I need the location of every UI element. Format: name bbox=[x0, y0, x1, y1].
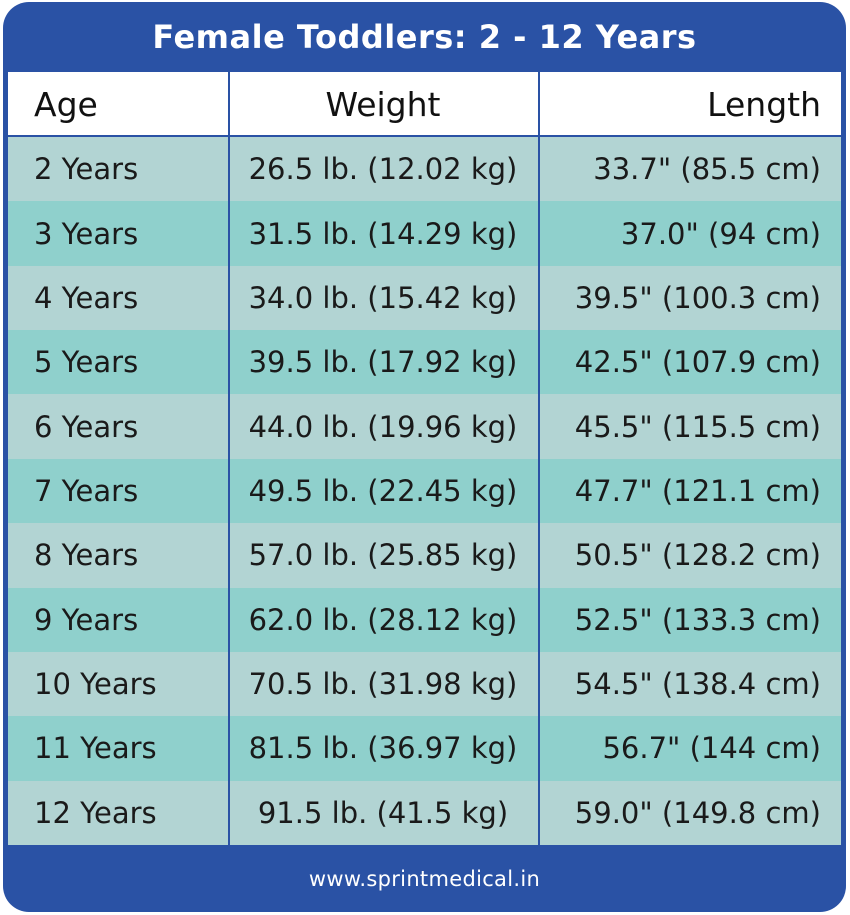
table-row: 11 Years 81.5 lb. (36.97 kg) 56.7" (144 cm… bbox=[8, 716, 841, 781]
cell-age: 12 Years bbox=[34, 795, 157, 830]
header-age: Age bbox=[34, 84, 98, 124]
cell-length: 37.0" (94 cm) bbox=[620, 216, 821, 251]
footer-url: www.sprintmedical.in bbox=[308, 866, 541, 891]
header-length: Length bbox=[707, 84, 821, 124]
cell-weight: 31.5 lb. (14.29 kg) bbox=[248, 216, 518, 251]
cell-age: 5 Years bbox=[34, 345, 139, 380]
cell-length: 33.7" (85.5 cm) bbox=[593, 152, 821, 187]
cell-weight: 57.0 lb. (25.85 kg) bbox=[248, 538, 518, 573]
cell-age: 8 Years bbox=[34, 538, 139, 573]
cell-age: 2 Years bbox=[34, 152, 139, 187]
cell-length: 52.5" (133.3 cm) bbox=[574, 602, 821, 637]
cell-weight: 26.5 lb. (12.02 kg) bbox=[248, 152, 518, 187]
cell-age: 6 Years bbox=[34, 409, 139, 444]
cell-weight: 39.5 lb. (17.92 kg) bbox=[248, 345, 518, 380]
cell-weight: 34.0 lb. (15.42 kg) bbox=[248, 280, 518, 315]
table-row: 2 Years 26.5 lb. (12.02 kg) 33.7" (85.5 cm… bbox=[8, 137, 841, 202]
cell-age: 9 Years bbox=[34, 602, 139, 637]
growth-table: Age Weight Length 2 Years 26.5 lb. (12.02… bbox=[8, 72, 841, 845]
cell-weight: 44.0 lb. (19.96 kg) bbox=[248, 409, 518, 444]
cell-weight: 70.5 lb. (31.98 kg) bbox=[248, 667, 518, 702]
table-row: 7 Years 49.5 lb. (22.45 kg) 47.7" (121.1 c… bbox=[8, 458, 841, 524]
table-row: 8 Years 57.0 lb. (25.85 kg) 50.5" (128.2 c… bbox=[8, 523, 841, 588]
cell-length: 54.5" (138.4 cm) bbox=[574, 667, 821, 702]
cell-age: 10 Years bbox=[34, 667, 157, 702]
table-row: 3 Years 31.5 lb. (14.29 kg) 37.0" (94 cm) bbox=[8, 201, 841, 266]
cell-age: 11 Years bbox=[34, 731, 157, 766]
table-row: 12 Years 91.5 lb. (41.5 kg) 59.0" (149.8 c… bbox=[8, 780, 841, 845]
cell-length: 42.5" (107.9 cm) bbox=[574, 345, 821, 380]
cell-length: 45.5" (115.5 cm) bbox=[574, 409, 821, 444]
cell-length: 59.0" (149.8 cm) bbox=[574, 795, 821, 830]
table-row: 10 Years 70.5 lb. (31.98 kg) 54.5" (138.4 … bbox=[8, 651, 841, 717]
column-divider bbox=[538, 72, 540, 845]
header-divider bbox=[8, 135, 841, 137]
table-title: Female Toddlers: 2 - 12 Years bbox=[152, 18, 697, 56]
cell-age: 4 Years bbox=[34, 280, 139, 315]
cell-length: 56.7" (144 cm) bbox=[602, 731, 821, 766]
table-row: 4 Years 34.0 lb. (15.42 kg) 39.5" (100.3 c… bbox=[8, 265, 841, 331]
cell-length: 39.5" (100.3 cm) bbox=[574, 280, 821, 315]
cell-weight: 49.5 lb. (22.45 kg) bbox=[248, 473, 518, 508]
cell-age: 3 Years bbox=[34, 216, 139, 251]
cell-weight: 62.0 lb. (28.12 kg) bbox=[248, 602, 518, 637]
chart-card: Female Toddlers: 2 - 12 Years Age Weight… bbox=[3, 2, 846, 912]
column-divider bbox=[228, 72, 230, 845]
table-row: 5 Years 39.5 lb. (17.92 kg) 42.5" (107.9 c… bbox=[8, 330, 841, 395]
cell-weight: 81.5 lb. (36.97 kg) bbox=[248, 731, 518, 766]
table-header-row: Age Weight Length bbox=[8, 72, 841, 136]
header-weight: Weight bbox=[325, 84, 441, 124]
table-row: 6 Years 44.0 lb. (19.96 kg) 45.5" (115.5 c… bbox=[8, 394, 841, 459]
cell-weight: 91.5 lb. (41.5 kg) bbox=[257, 795, 509, 830]
cell-length: 50.5" (128.2 cm) bbox=[574, 538, 821, 573]
table-row: 9 Years 62.0 lb. (28.12 kg) 52.5" (133.3 c… bbox=[8, 587, 841, 652]
cell-age: 7 Years bbox=[34, 473, 139, 508]
cell-length: 47.7" (121.1 cm) bbox=[574, 473, 821, 508]
